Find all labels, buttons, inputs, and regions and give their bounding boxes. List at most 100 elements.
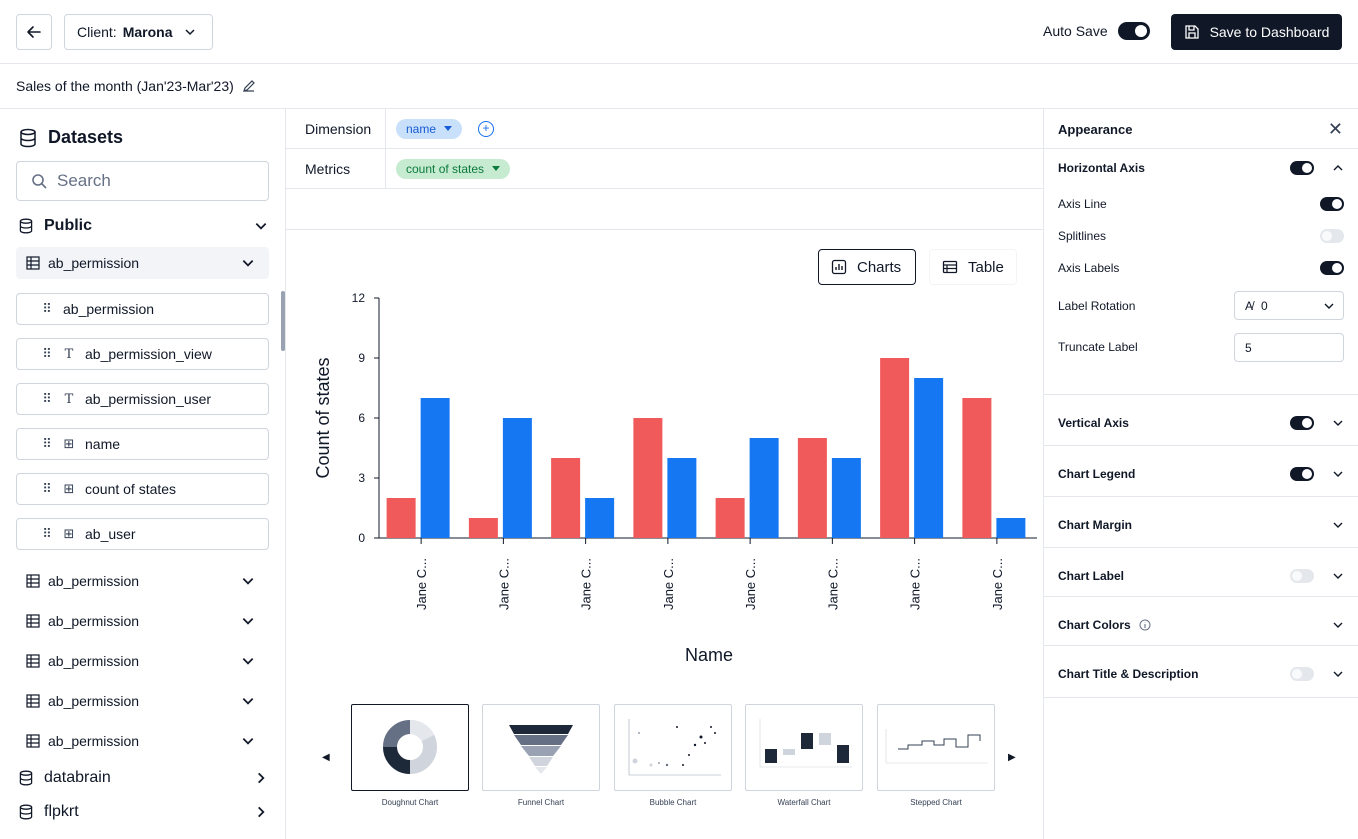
splitlines-toggle[interactable] — [1320, 229, 1344, 243]
save-icon — [1184, 25, 1199, 39]
x-tick-label: Jane C... — [661, 558, 676, 610]
funnel-chart-icon — [509, 725, 573, 774]
bar — [880, 358, 910, 538]
autosave-toggle[interactable] — [1117, 22, 1150, 40]
chevron-down-icon — [242, 618, 254, 625]
truncate-label-input[interactable]: 5 — [1234, 333, 1344, 362]
axis-line-toggle[interactable] — [1320, 197, 1344, 211]
horizontal-axis-section[interactable]: Horizontal Axis — [1058, 161, 1344, 175]
caret-down-icon — [444, 126, 453, 131]
group-public[interactable]: Public — [18, 217, 268, 235]
group-databrain[interactable]: databrain — [18, 769, 268, 787]
close-icon[interactable]: ✕ — [1327, 119, 1343, 139]
group-flpkrt[interactable]: flpkrt — [18, 803, 268, 821]
chart-type-doughnut[interactable] — [351, 704, 469, 791]
table-ab-permission-active[interactable]: ab_permission — [16, 247, 269, 279]
search-placeholder: Search — [57, 171, 111, 190]
search-input[interactable]: Search — [16, 161, 269, 201]
chevron-up-icon[interactable] — [1332, 162, 1344, 174]
back-button[interactable] — [16, 14, 52, 50]
table-icon — [942, 260, 958, 274]
bubble-chart-icon — [628, 719, 721, 776]
next-arrow-icon[interactable]: ▶ — [1008, 752, 1016, 763]
charts-view-button[interactable]: Charts — [818, 249, 916, 285]
metrics-pill[interactable]: count of states — [396, 159, 511, 179]
y-tick-label: 6 — [358, 411, 365, 425]
chevron-down-icon[interactable] — [1332, 619, 1344, 631]
stepped-chart-icon — [885, 729, 988, 764]
drag-handle-icon[interactable]: ⠿ — [42, 346, 52, 361]
bar — [749, 438, 779, 538]
database-icon — [20, 128, 36, 147]
chart-type-bubble[interactable] — [614, 704, 732, 791]
table-row[interactable]: ab_permission — [16, 605, 269, 637]
chart-type-stepped[interactable] — [877, 704, 995, 791]
label-rotation-select[interactable]: A̸ 0 — [1234, 291, 1344, 320]
client-select[interactable]: Client: Marona — [64, 14, 213, 50]
autosave-control: Auto Save — [1043, 22, 1150, 40]
chart-colors-section[interactable]: Chart Colors — [1058, 618, 1344, 632]
x-tick-label: Jane C... — [990, 558, 1005, 610]
bar — [386, 498, 416, 538]
chart-margin-section[interactable]: Chart Margin — [1058, 518, 1344, 532]
chart-type-label: Bubble Chart — [649, 798, 697, 807]
chart-legend-section[interactable]: Chart Legend — [1058, 467, 1344, 481]
drag-handle-icon[interactable]: ⠿ — [42, 481, 52, 496]
chevron-down-icon[interactable] — [1332, 519, 1344, 531]
client-label: Client: — [77, 24, 117, 40]
rotation-icon: A̸ — [1245, 298, 1254, 313]
chart-type-waterfall[interactable] — [745, 704, 863, 791]
label-rotation-setting: Label Rotation — [1058, 299, 1136, 313]
x-tick-label: Jane C... — [414, 558, 429, 610]
drag-handle-icon[interactable]: ⠿ — [42, 301, 52, 316]
drag-handle-icon[interactable]: ⠿ — [42, 436, 52, 451]
field-item[interactable]: ⠿ T ab_permission_user — [16, 383, 269, 415]
add-dimension-icon[interactable]: + — [478, 121, 494, 137]
prev-arrow-icon[interactable]: ◀ — [322, 752, 330, 763]
chevron-down-icon[interactable] — [1332, 668, 1344, 680]
chart-title-toggle[interactable] — [1290, 667, 1314, 681]
chevron-down-icon[interactable] — [1332, 417, 1344, 429]
table-icon — [26, 654, 40, 668]
field-item[interactable]: ⠿ ⊞ count of states — [16, 473, 269, 505]
chart-type-funnel[interactable] — [482, 704, 600, 791]
table-row[interactable]: ab_permission — [16, 725, 269, 757]
field-item[interactable]: ⠿ ⊞ name — [16, 428, 269, 460]
field-item[interactable]: ⠿ ab_permission — [16, 293, 269, 325]
sidebar-scrollbar[interactable] — [281, 291, 285, 351]
bar — [667, 458, 697, 538]
chart-legend-toggle[interactable] — [1290, 467, 1314, 481]
table-row[interactable]: ab_permission — [16, 645, 269, 677]
bar — [715, 498, 745, 538]
bar — [502, 418, 532, 538]
search-icon — [32, 174, 47, 189]
field-item[interactable]: ⠿ T ab_permission_view — [16, 338, 269, 370]
chevron-down-icon[interactable] — [1332, 468, 1344, 480]
database-icon — [19, 804, 33, 820]
chart-title-description-section[interactable]: Chart Title & Description — [1058, 667, 1344, 681]
horizontal-axis-toggle[interactable] — [1290, 161, 1314, 175]
bar-chart-icon — [831, 259, 847, 275]
chart-label-section[interactable]: Chart Label — [1058, 569, 1344, 583]
dimension-row: Dimension name + — [286, 109, 1044, 149]
y-tick-label: 9 — [358, 351, 365, 365]
x-tick-label: Jane C... — [908, 558, 923, 610]
field-item[interactable]: ⠿ ⊞ ab_user — [16, 518, 269, 550]
axis-labels-toggle[interactable] — [1320, 261, 1344, 275]
table-view-button[interactable]: Table — [929, 249, 1017, 285]
table-icon — [26, 734, 40, 748]
dimension-pill[interactable]: name — [396, 119, 463, 139]
drag-handle-icon[interactable]: ⠿ — [42, 391, 52, 406]
save-to-dashboard-button[interactable]: Save to Dashboard — [1171, 14, 1342, 50]
chevron-down-icon[interactable] — [1332, 570, 1344, 582]
truncate-label-setting: Truncate Label — [1058, 340, 1138, 354]
drag-handle-icon[interactable]: ⠿ — [42, 526, 52, 541]
table-row[interactable]: ab_permission — [16, 565, 269, 597]
vertical-axis-toggle[interactable] — [1290, 416, 1314, 430]
vertical-axis-section[interactable]: Vertical Axis — [1058, 416, 1344, 430]
table-icon — [26, 256, 40, 270]
edit-pencil-icon[interactable] — [242, 79, 256, 93]
bar-chart: Count of states Name 0 3 6 9 12 Jane C... Jane… — [313, 291, 1037, 665]
chart-label-toggle[interactable] — [1290, 569, 1314, 583]
table-row[interactable]: ab_permission — [16, 685, 269, 717]
